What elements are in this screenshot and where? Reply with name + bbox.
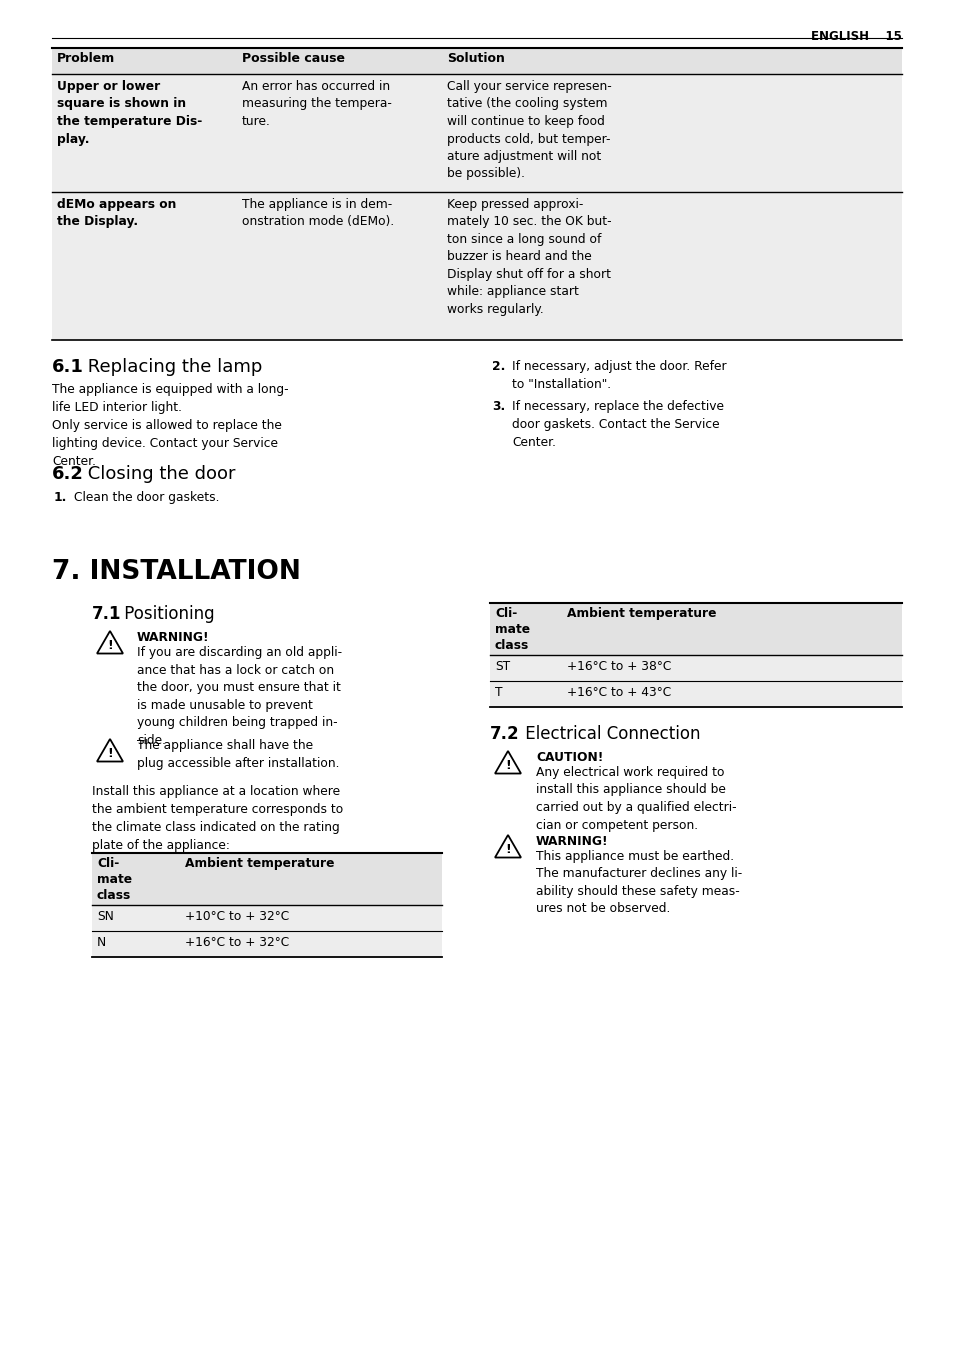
Text: !: !	[504, 758, 511, 772]
Text: Problem: Problem	[57, 51, 115, 65]
Text: An error has occurred in
measuring the tempera-
ture.: An error has occurred in measuring the t…	[242, 80, 392, 128]
Text: Clean the door gaskets.: Clean the door gaskets.	[74, 491, 219, 504]
Text: Possible cause: Possible cause	[242, 51, 345, 65]
Text: Electrical Connection: Electrical Connection	[519, 725, 700, 744]
Bar	[91, 932, 441, 957]
Text: The appliance is equipped with a long-
life LED interior light.
Only service is : The appliance is equipped with a long- l…	[52, 383, 289, 468]
Text: The appliance shall have the
plug accessible after installation.: The appliance shall have the plug access…	[137, 740, 339, 771]
Text: 7.1: 7.1	[91, 604, 121, 623]
Bar	[91, 853, 441, 904]
Text: The appliance is in dem-
onstration mode (dEMo).: The appliance is in dem- onstration mode…	[242, 197, 394, 228]
Text: Keep pressed approxi-
mately 10 sec. the OK but-
ton since a long sound of
buzze: Keep pressed approxi- mately 10 sec. the…	[447, 197, 611, 316]
Text: N: N	[97, 936, 106, 949]
Text: If necessary, replace the defective
door gaskets. Contact the Service
Center.: If necessary, replace the defective door…	[512, 400, 723, 449]
Bar	[490, 603, 901, 654]
Text: 1.: 1.	[54, 491, 68, 504]
Text: If you are discarding an old appli-
ance that has a lock or catch on
the door, y: If you are discarding an old appli- ance…	[137, 646, 342, 746]
Text: CAUTION!: CAUTION!	[536, 750, 602, 764]
Bar	[91, 904, 441, 932]
Text: +16°C to + 32°C: +16°C to + 32°C	[185, 936, 289, 949]
Bar	[52, 74, 901, 192]
Text: Upper or lower
square is shown in
the temperature Dis-
play.: Upper or lower square is shown in the te…	[57, 80, 202, 146]
Text: !: !	[107, 639, 112, 652]
Text: If necessary, adjust the door. Refer
to "Installation".: If necessary, adjust the door. Refer to …	[512, 360, 726, 391]
Text: Ambient temperature: Ambient temperature	[185, 857, 335, 869]
Text: SN: SN	[97, 910, 113, 923]
Text: 6.1: 6.1	[52, 358, 84, 376]
Text: +16°C to + 43°C: +16°C to + 43°C	[566, 685, 671, 699]
Text: WARNING!: WARNING!	[536, 836, 608, 848]
Text: Solution: Solution	[447, 51, 504, 65]
Text: 6.2: 6.2	[52, 465, 84, 483]
Text: +10°C to + 32°C: +10°C to + 32°C	[185, 910, 289, 923]
Text: This appliance must be earthed.
The manufacturer declines any li-
ability should: This appliance must be earthed. The manu…	[536, 850, 741, 915]
Text: Any electrical work required to
install this appliance should be
carried out by : Any electrical work required to install …	[536, 767, 736, 831]
Text: T: T	[495, 685, 502, 699]
Text: 2.: 2.	[492, 360, 505, 373]
Bar	[52, 192, 901, 339]
Text: Cli-
mate
class: Cli- mate class	[97, 857, 132, 902]
Text: !: !	[107, 748, 112, 760]
Bar	[490, 654, 901, 681]
Text: ST: ST	[495, 660, 510, 673]
Text: dEMo appears on
the Display.: dEMo appears on the Display.	[57, 197, 176, 228]
Text: 7.2: 7.2	[490, 725, 519, 744]
Text: Cli-
mate
class: Cli- mate class	[495, 607, 530, 652]
Text: WARNING!: WARNING!	[137, 631, 210, 644]
Text: Call your service represen-
tative (the cooling system
will continue to keep foo: Call your service represen- tative (the …	[447, 80, 611, 181]
Text: Ambient temperature: Ambient temperature	[566, 607, 716, 621]
Text: Replacing the lamp: Replacing the lamp	[82, 358, 262, 376]
Bar	[52, 49, 901, 74]
Text: 3.: 3.	[492, 400, 505, 412]
Text: Install this appliance at a location where
the ambient temperature corresponds t: Install this appliance at a location whe…	[91, 786, 343, 852]
Text: +16°C to + 38°C: +16°C to + 38°C	[566, 660, 671, 673]
Bar	[490, 681, 901, 707]
Text: 7. INSTALLATION: 7. INSTALLATION	[52, 558, 300, 585]
Text: Positioning: Positioning	[119, 604, 214, 623]
Text: ENGLISH    15: ENGLISH 15	[810, 30, 901, 43]
Text: Closing the door: Closing the door	[82, 465, 235, 483]
Text: !: !	[504, 844, 511, 856]
